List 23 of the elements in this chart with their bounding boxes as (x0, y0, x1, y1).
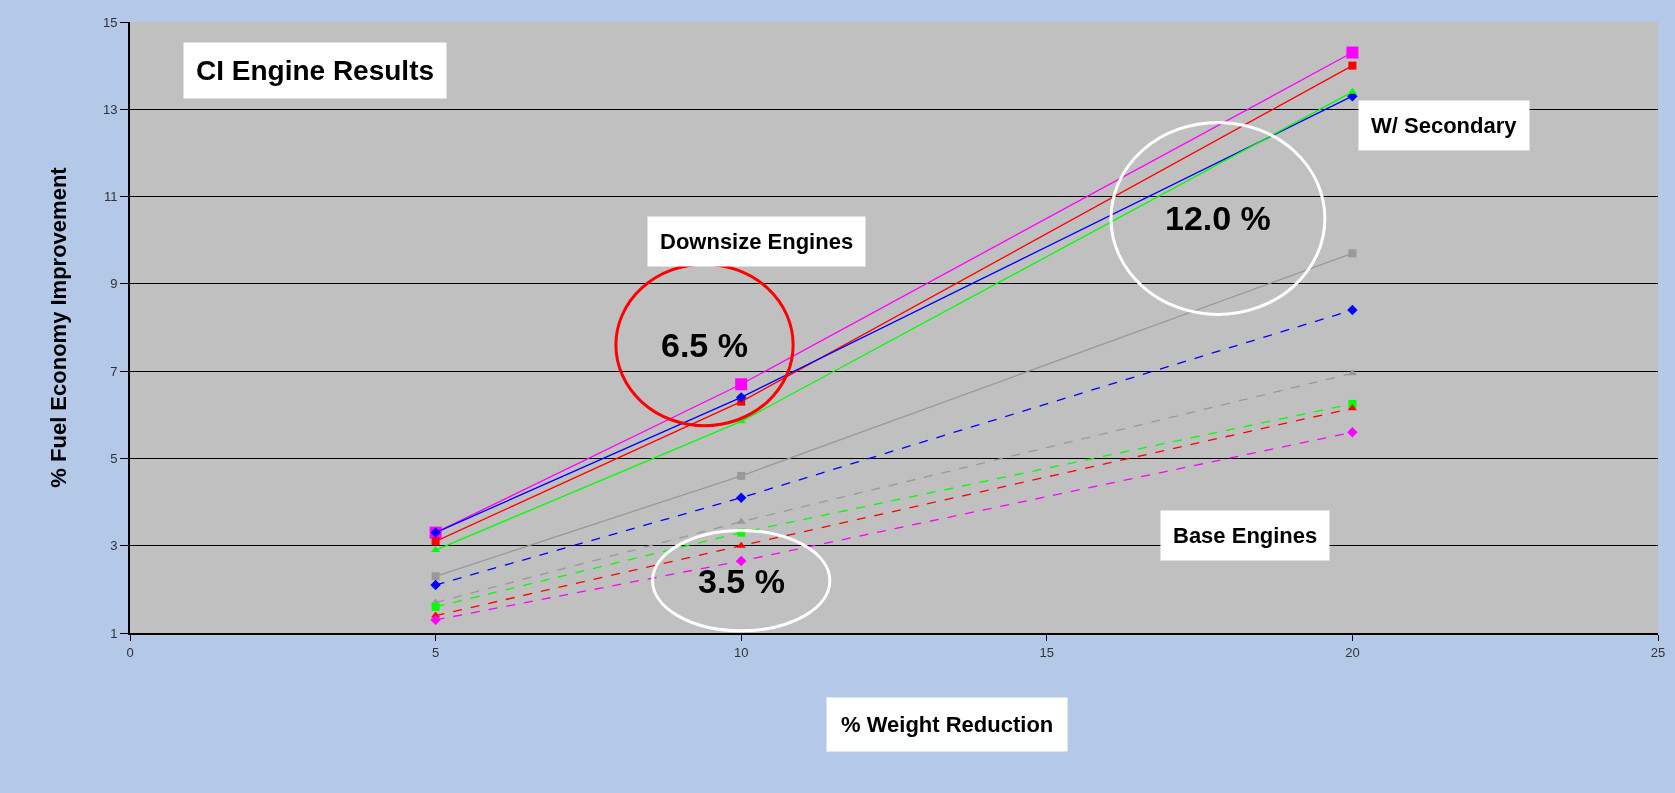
y-tick-label: 1 (110, 625, 118, 641)
x-axis-title: % Weight Reduction (841, 712, 1054, 737)
x-tick-label: 15 (1039, 644, 1055, 660)
x-tick-label: 5 (431, 644, 440, 660)
text: CI Engine Results (196, 55, 435, 86)
x-tick-label: 25 (1650, 644, 1666, 660)
y-axis-title: % Fuel Economy Improvement (46, 166, 72, 488)
y-tick-label: 5 (110, 450, 118, 466)
annotation: 6.5 % (661, 326, 748, 364)
y-tick-label: 13 (102, 101, 118, 117)
annotation: Base Engines (1173, 523, 1318, 548)
x-tick-label: 0 (126, 644, 134, 660)
annotation: 12.0 % (1165, 199, 1271, 237)
y-tick-label: 9 (110, 276, 118, 292)
x-tick-label: 20 (1345, 644, 1360, 660)
annotation: W/ Secondary (1371, 113, 1518, 138)
y-tick-label: 11 (103, 189, 118, 205)
y-tick-label: 7 (110, 363, 118, 379)
y-tick-label: 3 (110, 538, 118, 554)
x-tick-label: 10 (733, 644, 749, 660)
y-tick-label: 15 (102, 14, 118, 30)
annotation: Downsize Engines (660, 229, 854, 254)
annotation: 3.5 % (698, 562, 785, 600)
